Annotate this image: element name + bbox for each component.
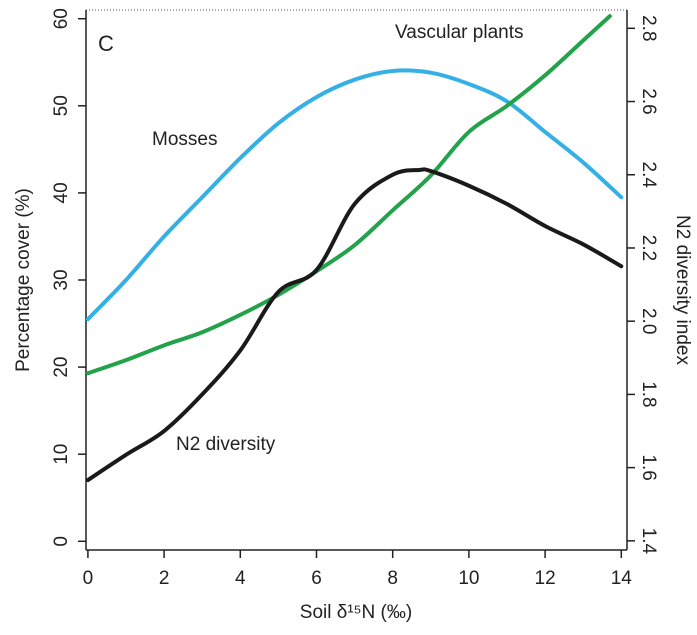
series-label: N2 diversity	[176, 434, 276, 455]
y2-axis-title: N2 diversity index	[672, 215, 693, 365]
x-tick-label: 10	[458, 568, 479, 589]
series-line	[85, 14, 612, 376]
x-tick-label: 0	[83, 568, 94, 589]
panel-label: C	[98, 31, 114, 56]
y2-tick-label: 2.4	[638, 162, 659, 189]
x-tick-label: 4	[235, 568, 246, 589]
series-label: Mosses	[152, 129, 217, 150]
y-tick-label: 50	[51, 95, 72, 116]
x-axis-title: Soil δ¹⁵N (‰)	[300, 602, 412, 623]
x-tick-label: 8	[387, 568, 398, 589]
y2-tick-label: 2.8	[638, 15, 659, 41]
series-line	[85, 68, 624, 322]
y-tick-label: 10	[51, 444, 72, 465]
y-tick-label: 60	[51, 8, 72, 29]
y2-tick-label: 1.8	[638, 381, 659, 407]
y2-tick-label: 1.4	[638, 528, 659, 555]
y2-tick-label: 2.2	[638, 235, 659, 261]
y2-tick-label: 2.6	[638, 88, 659, 114]
x-tick-label: 14	[611, 568, 633, 589]
y-axis-title: Percentage cover (%)	[13, 188, 34, 372]
y-tick-label: 0	[51, 536, 72, 547]
x-tick-label: 2	[159, 568, 170, 589]
plot-frame	[85, 9, 628, 551]
y-tick-label: 40	[51, 182, 72, 203]
x-tick-label: 12	[535, 568, 556, 589]
y-tick-label: 30	[51, 269, 72, 290]
y2-tick-label: 1.6	[638, 454, 659, 480]
series-label: Vascular plants	[395, 22, 524, 43]
y-tick-label: 20	[51, 357, 72, 378]
y2-tick-label: 2.0	[638, 308, 659, 334]
series-line	[85, 167, 624, 483]
x-tick-label: 6	[311, 568, 322, 589]
